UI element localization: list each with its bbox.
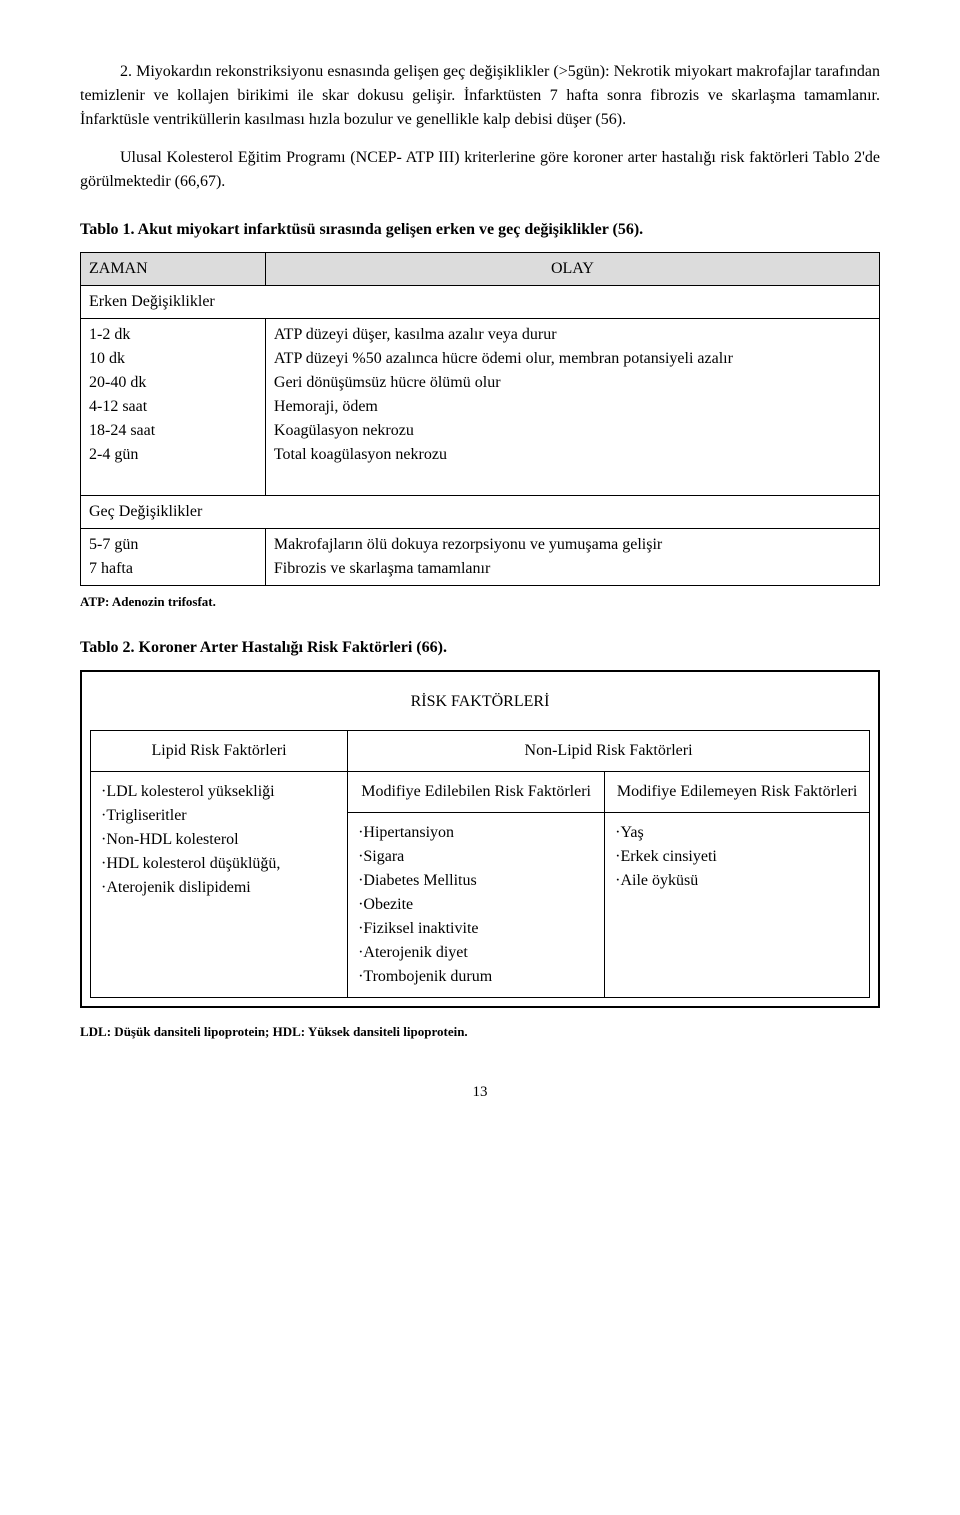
table2-lipid-head: Lipid Risk Faktörleri: [91, 730, 348, 771]
table2-lipid-items: ·LDL kolesterol yüksekliği·Trigliseritle…: [91, 771, 348, 997]
table2-footnote: LDL: Düşük dansiteli lipoprotein; HDL: Y…: [80, 1022, 880, 1042]
table1-late-label: Geç Değişiklikler: [81, 496, 880, 529]
paragraph-2: Ulusal Kolesterol Eğitim Programı (NCEP-…: [80, 146, 880, 194]
table1-early-events: ATP düzeyi düşer, kasılma azalır veya du…: [265, 319, 879, 496]
table2-nonlipid-head: Non-Lipid Risk Faktörleri: [348, 730, 870, 771]
table1-early-times: 1-2 dk10 dk20-40 dk4-12 saat18-24 saat2-…: [81, 319, 266, 496]
table2: Lipid Risk Faktörleri Non-Lipid Risk Fak…: [90, 730, 870, 998]
table1-header-event: OLAY: [265, 253, 879, 286]
table2-outer: RİSK FAKTÖRLERİ Lipid Risk Faktörleri No…: [80, 670, 880, 1008]
table1-title: Tablo 1. Akut miyokart infarktüsü sırası…: [80, 218, 880, 242]
table2-nonmodifiable-head: Modifiye Edilemeyen Risk Faktörleri: [605, 771, 870, 812]
table2-heading: RİSK FAKTÖRLERİ: [90, 690, 870, 714]
table1-late-times: 5-7 gün7 hafta: [81, 529, 266, 586]
page-number: 13: [80, 1081, 880, 1104]
table2-nonmodifiable-items: ·Yaş·Erkek cinsiyeti·Aile öyküsü: [605, 812, 870, 997]
table1: ZAMAN OLAY Erken Değişiklikler 1-2 dk10 …: [80, 252, 880, 586]
paragraph-1: 2. Miyokardın rekonstriksiyonu esnasında…: [80, 60, 880, 132]
table2-modifiable-items: ·Hipertansiyon·Sigara·Diabetes Mellitus·…: [348, 812, 605, 997]
table2-title: Tablo 2. Koroner Arter Hastalığı Risk Fa…: [80, 636, 880, 660]
table2-modifiable-head: Modifiye Edilebilen Risk Faktörleri: [348, 771, 605, 812]
table1-late-events: Makrofajların ölü dokuya rezorpsiyonu ve…: [265, 529, 879, 586]
table1-early-label: Erken Değişiklikler: [81, 286, 880, 319]
table1-header-time: ZAMAN: [81, 253, 266, 286]
table1-footnote: ATP: Adenozin trifosfat.: [80, 592, 880, 612]
